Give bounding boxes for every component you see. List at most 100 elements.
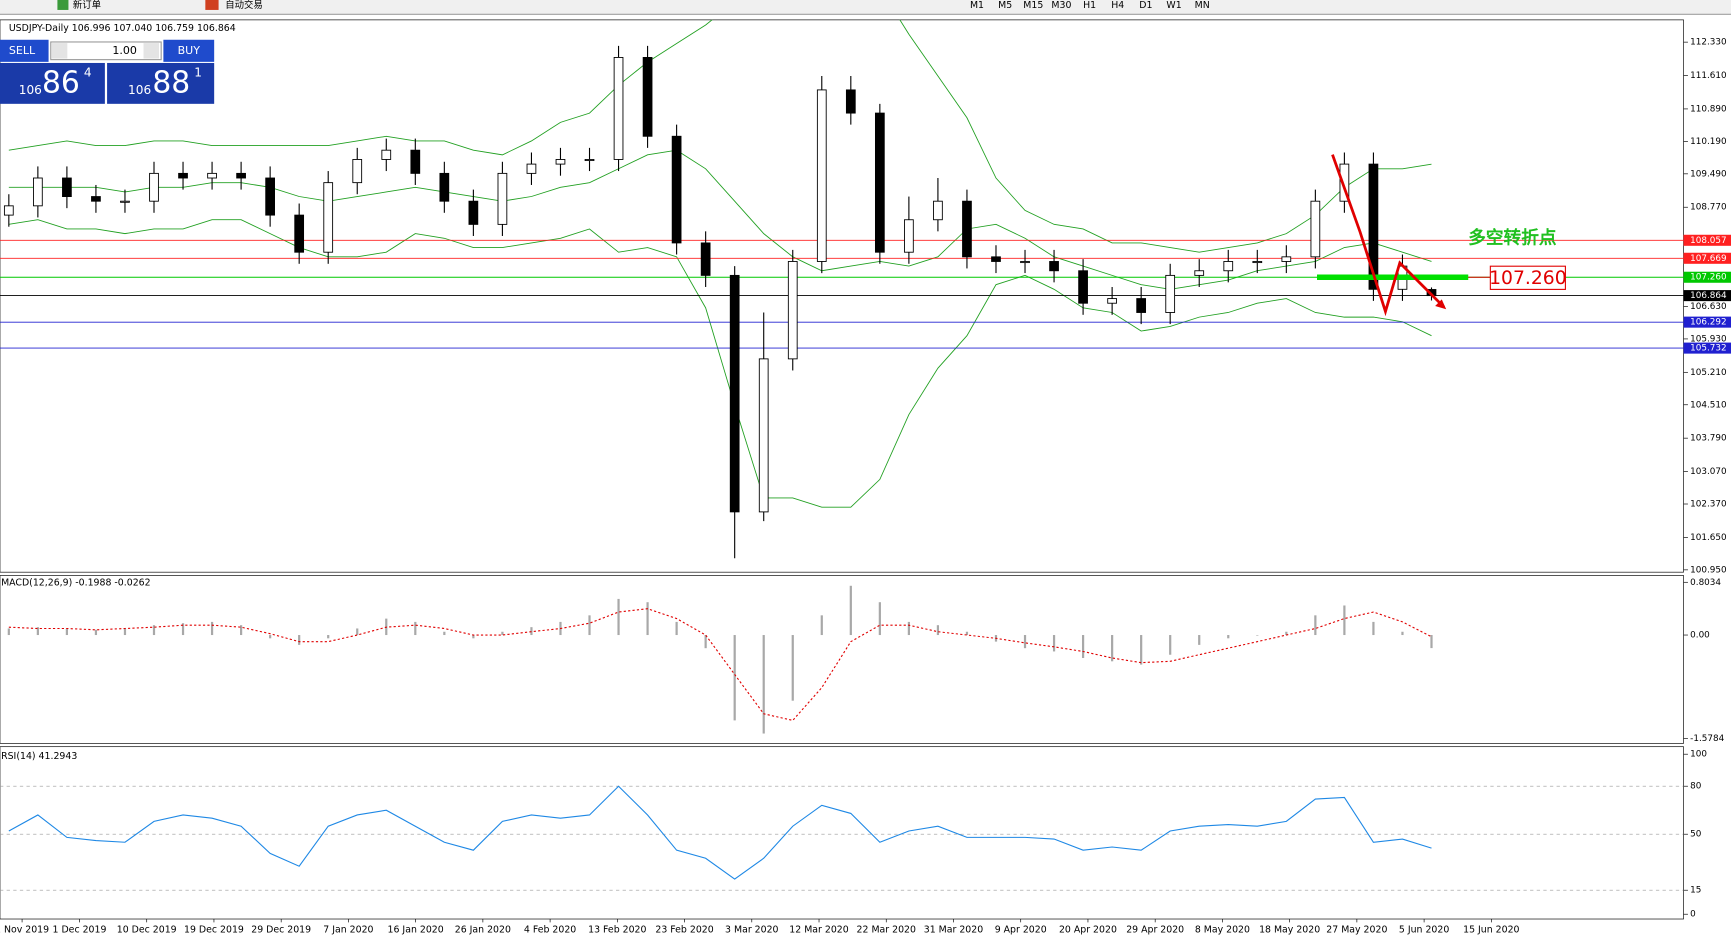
timeframe-button[interactable]: M1 bbox=[970, 0, 984, 11]
macd-bar bbox=[1198, 635, 1201, 645]
candle-body bbox=[642, 57, 653, 137]
x-tick-label: 29 Dec 2019 bbox=[251, 925, 311, 936]
candle-body bbox=[1339, 163, 1350, 202]
rsi-panel bbox=[0, 746, 1684, 920]
macd-bar bbox=[704, 635, 707, 649]
x-tick-label: 27 May 2020 bbox=[1326, 925, 1387, 936]
y-tick-label: 105.210 bbox=[1690, 368, 1727, 378]
level-tag bbox=[1683, 290, 1731, 302]
level-tag bbox=[1683, 342, 1731, 354]
timeframe-button[interactable]: M5 bbox=[998, 0, 1012, 11]
macd-bar bbox=[239, 625, 243, 636]
timeframe-button[interactable]: M30 bbox=[1051, 0, 1071, 11]
timeframe-button[interactable]: H1 bbox=[1083, 0, 1096, 11]
macd-bar bbox=[646, 602, 649, 636]
macd-bar bbox=[936, 625, 940, 636]
candle-body bbox=[120, 200, 130, 203]
candle-body bbox=[497, 172, 508, 225]
zigzag bbox=[1331, 154, 1445, 317]
macd-bar bbox=[1169, 635, 1172, 655]
macd-bar bbox=[472, 635, 475, 639]
timeframe-button[interactable]: MN bbox=[1195, 0, 1210, 11]
candle-body bbox=[555, 159, 566, 165]
candle-body bbox=[758, 358, 769, 513]
lot-up[interactable] bbox=[143, 43, 159, 59]
candle-body bbox=[904, 219, 914, 253]
x-tick-label: 19 Dec 2019 bbox=[184, 925, 244, 936]
lot-down[interactable] bbox=[51, 43, 68, 59]
icon bbox=[57, 0, 69, 10]
x-tick-label: 15 Jun 2020 bbox=[1463, 925, 1519, 936]
x-tick-label: 26 Jan 2020 bbox=[455, 925, 511, 936]
ask-box[interactable] bbox=[107, 62, 215, 104]
timeframe-button[interactable]: D1 bbox=[1139, 0, 1152, 11]
macd-bar bbox=[94, 629, 98, 636]
macd-bar bbox=[1430, 635, 1433, 649]
macd-bar bbox=[1140, 635, 1143, 665]
macd-bar bbox=[7, 628, 10, 636]
candle-body bbox=[700, 242, 711, 276]
candle-body bbox=[962, 200, 972, 258]
candle-body bbox=[468, 200, 479, 225]
candle-body bbox=[1165, 274, 1176, 313]
macd-signal bbox=[8, 608, 1432, 722]
candle-body bbox=[207, 172, 217, 179]
y-tick-label: 103.070 bbox=[1690, 467, 1727, 477]
y-tick-label: 0 bbox=[1690, 910, 1696, 920]
x-tick-label: 5 Jun 2020 bbox=[1399, 925, 1449, 936]
candle-body bbox=[1223, 261, 1234, 272]
band-middle bbox=[8, 149, 1432, 290]
macd-bar bbox=[36, 627, 39, 636]
lot-value[interactable]: 1.00 bbox=[112, 44, 137, 57]
bid-box[interactable] bbox=[0, 62, 105, 104]
macd-bar bbox=[965, 631, 969, 636]
macd-bar bbox=[152, 625, 156, 636]
y-tick-label: 0.00 bbox=[1690, 631, 1710, 641]
candle-body bbox=[439, 172, 450, 202]
candle-body bbox=[729, 274, 740, 513]
candle-body bbox=[1136, 298, 1147, 313]
macd-bar bbox=[1227, 635, 1230, 639]
candle-body bbox=[991, 256, 1001, 262]
timeframe-button[interactable]: M15 bbox=[1023, 0, 1043, 11]
icon bbox=[205, 0, 219, 10]
x-tick-label: 7 Jan 2020 bbox=[323, 925, 373, 936]
macd-bar bbox=[907, 621, 910, 636]
bid-main: 86 bbox=[42, 65, 80, 100]
candle-body bbox=[584, 159, 595, 162]
sell-button[interactable] bbox=[0, 39, 49, 62]
x-tick-label: 8 May 2020 bbox=[1195, 925, 1250, 936]
y-tick-label: 105.930 bbox=[1690, 334, 1727, 344]
y-tick-label: 111.610 bbox=[1690, 71, 1727, 81]
buy-label[interactable]: BUY bbox=[178, 44, 201, 57]
macd-bar bbox=[791, 635, 794, 701]
level-label: 107.669 bbox=[1690, 254, 1727, 264]
y-tick-label: 112.330 bbox=[1690, 38, 1727, 48]
ask-big: 106 bbox=[128, 83, 151, 97]
macd-bar bbox=[849, 585, 852, 636]
macd-bar bbox=[1401, 631, 1404, 636]
y-tick-label: 50 bbox=[1690, 830, 1702, 840]
candle-body bbox=[1368, 163, 1379, 290]
level-tag bbox=[1683, 234, 1731, 246]
auto-trading-button[interactable]: 自动交易 bbox=[225, 0, 263, 11]
trend-drawing: 107.260 多空转折点 bbox=[1317, 154, 1567, 317]
candle-body bbox=[1281, 256, 1292, 262]
timeframe-button[interactable]: W1 bbox=[1166, 0, 1181, 11]
macd-bar bbox=[733, 635, 736, 721]
band-lower bbox=[8, 219, 1432, 508]
candle-body bbox=[1252, 261, 1263, 264]
sell-label[interactable]: SELL bbox=[9, 44, 36, 57]
y-tick-label: 103.790 bbox=[1690, 434, 1727, 444]
macd-bar bbox=[1081, 635, 1085, 659]
lot-input[interactable] bbox=[50, 41, 162, 61]
x-tick-label: 12 Mar 2020 bbox=[789, 925, 848, 936]
timeframe-button[interactable]: H4 bbox=[1111, 0, 1124, 11]
x-tick-label: 16 Jan 2020 bbox=[388, 925, 444, 936]
new-order-button[interactable]: 新订单 bbox=[73, 0, 101, 11]
candle-body bbox=[1049, 261, 1059, 272]
buy-button[interactable] bbox=[163, 39, 215, 62]
macd-panel bbox=[0, 575, 1684, 744]
y-tick-label: 106.630 bbox=[1690, 302, 1727, 312]
